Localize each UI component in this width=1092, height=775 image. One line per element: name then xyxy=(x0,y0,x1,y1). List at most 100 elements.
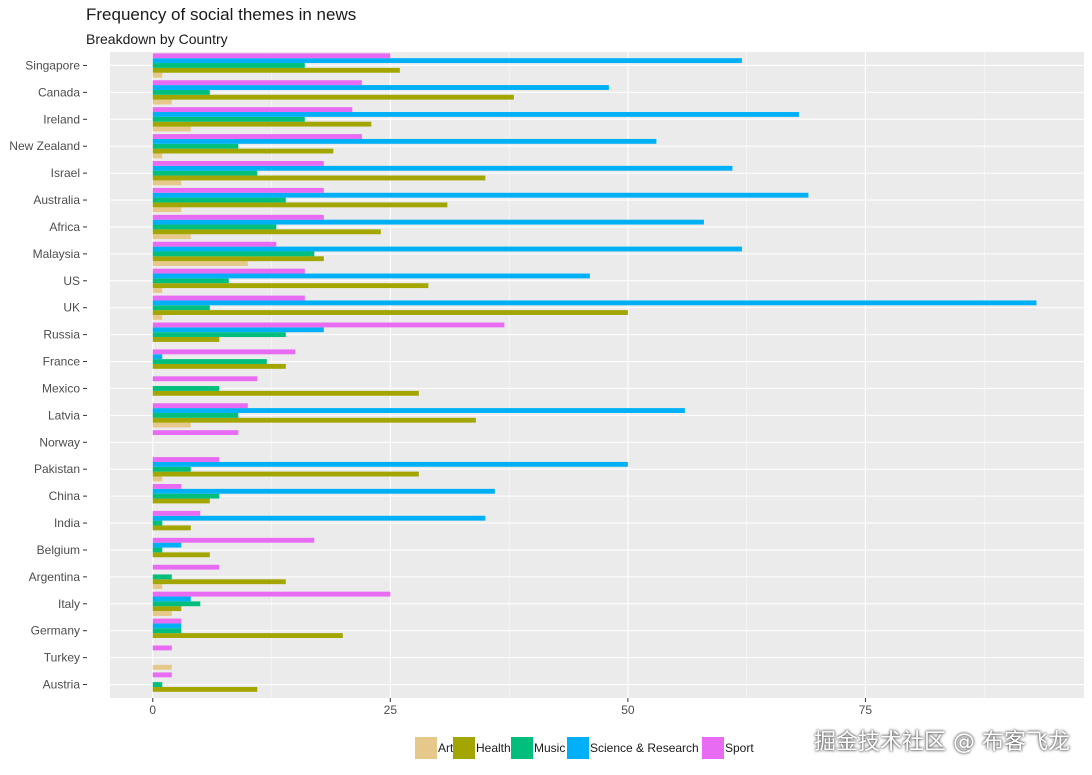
bar-science-research xyxy=(152,219,704,225)
y-tick-label: Turkey xyxy=(44,651,80,665)
y-tick-label: Malaysia xyxy=(33,247,81,261)
y-tick-label: China xyxy=(49,489,81,503)
y-tick-label: Ireland xyxy=(43,112,80,126)
bar-science-research xyxy=(152,58,742,64)
bar-music xyxy=(152,386,220,391)
legend-key xyxy=(567,737,589,759)
bar-art xyxy=(152,180,182,186)
bar-sport xyxy=(152,376,258,382)
bar-music xyxy=(152,682,163,687)
legend: Art Health Music Science & Research Sport xyxy=(0,736,1092,764)
bar-science-research xyxy=(152,165,733,171)
bars xyxy=(152,53,1037,692)
bar-sport xyxy=(152,322,505,328)
bar-science-research xyxy=(152,192,809,198)
legend-item: Art xyxy=(415,736,453,760)
bar-health xyxy=(152,337,220,342)
bar-sport xyxy=(152,430,239,436)
bar-health xyxy=(152,121,372,127)
legend-label: Music xyxy=(534,741,566,755)
bar-music xyxy=(152,547,163,553)
bar-sport xyxy=(152,295,305,301)
bar-health xyxy=(152,552,210,558)
y-tick-label: Africa xyxy=(49,220,80,234)
bar-music xyxy=(152,332,286,338)
bar-sport xyxy=(152,645,172,651)
plot-panel xyxy=(110,52,1084,698)
y-tick-label: US xyxy=(63,274,80,288)
bar-science-research xyxy=(152,85,609,90)
bar-sport xyxy=(152,80,362,86)
chart-subtitle: Breakdown by Country xyxy=(86,31,228,47)
bar-art xyxy=(152,476,163,482)
bar-science-research xyxy=(152,596,191,602)
y-tick-label: Latvia xyxy=(48,408,80,422)
watermark: 掘金技术社区 @ 布客飞龙 xyxy=(814,730,1070,755)
bar-science-research xyxy=(152,354,163,360)
bar-art xyxy=(152,584,163,589)
bar-health xyxy=(152,175,486,181)
legend-item: Sport xyxy=(702,736,754,760)
bar-science-research xyxy=(152,300,1037,306)
y-tick-label: Germany xyxy=(31,624,80,638)
bar-music xyxy=(152,574,172,580)
y-tick-label: Israel xyxy=(51,166,80,180)
y-tick-label: New Zealand xyxy=(9,139,80,153)
bar-sport xyxy=(152,187,324,193)
bar-science-research xyxy=(152,273,590,279)
bar-music xyxy=(152,63,305,68)
bar-science-research xyxy=(152,112,799,117)
bar-music xyxy=(152,197,286,203)
bar-music xyxy=(152,412,239,418)
bar-sport xyxy=(152,268,305,274)
bar-science-research xyxy=(152,246,742,252)
bar-science-research xyxy=(152,542,182,548)
bar-music xyxy=(152,251,315,257)
bar-art xyxy=(152,207,182,213)
bar-sport xyxy=(152,214,324,220)
bar-art xyxy=(152,422,191,428)
y-tick-label: France xyxy=(43,355,81,369)
y-tick-label: Australia xyxy=(33,193,80,207)
bar-sport xyxy=(152,161,324,166)
x-tick-label: 25 xyxy=(384,703,398,717)
bar-sport xyxy=(152,107,353,113)
bar-music xyxy=(152,520,163,526)
bar-health xyxy=(152,633,343,638)
legend-key xyxy=(415,737,437,759)
bar-health xyxy=(152,148,334,154)
y-tick-label: Italy xyxy=(58,597,80,611)
bar-health xyxy=(152,579,286,585)
bar-art xyxy=(152,153,163,159)
x-tick-label: 50 xyxy=(621,703,635,717)
bar-art xyxy=(152,99,172,105)
bar-health xyxy=(152,283,429,289)
bar-music xyxy=(152,359,267,364)
bar-art xyxy=(152,314,163,320)
bar-health xyxy=(152,686,258,692)
bar-art xyxy=(152,664,172,670)
y-tick-label: Norway xyxy=(39,435,80,449)
y-tick-label: Argentina xyxy=(29,570,81,584)
legend-item: Music xyxy=(511,736,565,760)
bar-music xyxy=(152,601,201,607)
bar-music xyxy=(152,116,305,122)
bar-health xyxy=(152,202,448,208)
bar-health xyxy=(152,94,514,100)
bar-music xyxy=(152,143,239,149)
bar-sport xyxy=(152,241,277,247)
bar-health xyxy=(152,471,419,477)
legend-item: Science & Research xyxy=(567,736,699,760)
y-tick-label: Mexico xyxy=(42,381,80,395)
bar-sport xyxy=(152,53,391,59)
legend-label: Sport xyxy=(725,741,754,755)
bar-sport xyxy=(152,618,182,624)
bar-sport xyxy=(152,457,220,462)
bar-music xyxy=(152,305,210,311)
bar-music xyxy=(152,466,191,472)
y-tick-label: Canada xyxy=(38,85,80,99)
bar-chart: Singapore Canada Ireland New Zealand Israel A… xyxy=(9,52,1084,717)
bar-science-research xyxy=(152,408,685,413)
bar-art xyxy=(152,126,191,132)
bar-science-research xyxy=(152,623,182,629)
